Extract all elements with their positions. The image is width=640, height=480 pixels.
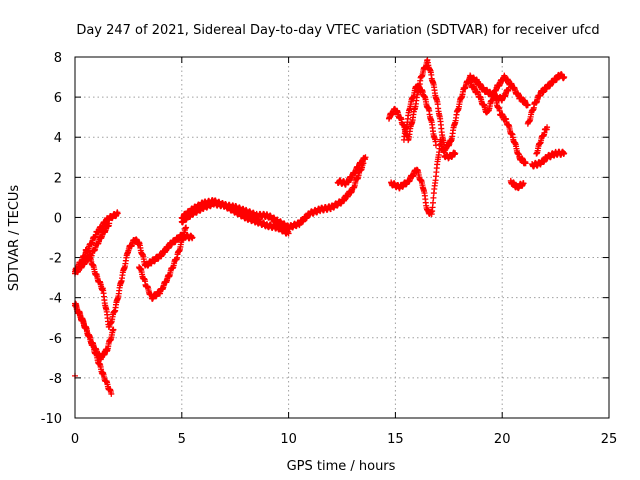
y-tick-label: 2 bbox=[54, 171, 62, 186]
data-point bbox=[114, 210, 121, 217]
x-tick-label: 10 bbox=[280, 432, 297, 447]
data-point bbox=[110, 326, 117, 333]
data-points bbox=[72, 56, 568, 397]
data-point bbox=[561, 74, 568, 81]
y-axis-label: SDTVAR / TECUs bbox=[7, 185, 22, 292]
y-tick-label: -2 bbox=[49, 252, 62, 267]
y-tick-label: -4 bbox=[49, 292, 62, 307]
x-tick-label: 25 bbox=[601, 432, 618, 447]
y-tick-label: 6 bbox=[54, 91, 62, 106]
y-tick-label: -6 bbox=[49, 332, 62, 347]
y-tick-labels: -10 -8 -6 -4 -2 0 2 4 6 8 bbox=[41, 51, 62, 427]
data-point bbox=[285, 230, 292, 237]
data-point bbox=[544, 124, 551, 131]
data-point bbox=[524, 102, 531, 109]
plot-frame bbox=[74, 56, 610, 419]
x-axis-label: GPS time / hours bbox=[287, 459, 396, 474]
data-point bbox=[505, 86, 512, 93]
x-tick-label: 15 bbox=[387, 432, 404, 447]
data-point bbox=[452, 150, 459, 157]
data-point bbox=[522, 160, 529, 167]
y-tick-label: 4 bbox=[54, 131, 62, 146]
data-point bbox=[183, 224, 190, 231]
y-tick-label: -8 bbox=[49, 372, 62, 387]
data-point bbox=[561, 150, 568, 157]
x-tick-label: 5 bbox=[178, 432, 186, 447]
chart-title: Day 247 of 2021, Sidereal Day-to-day VTE… bbox=[76, 23, 599, 38]
data-point bbox=[520, 180, 527, 187]
x-tick-label: 20 bbox=[494, 432, 511, 447]
y-tick-label: -10 bbox=[41, 412, 62, 427]
grid bbox=[75, 57, 609, 418]
data-point bbox=[108, 390, 115, 397]
data-point bbox=[189, 234, 196, 241]
x-tick-label: 0 bbox=[71, 432, 79, 447]
y-tick-label: 0 bbox=[54, 211, 62, 226]
data-point bbox=[432, 142, 439, 149]
data-point bbox=[106, 220, 113, 227]
y-tick-label: 8 bbox=[54, 51, 62, 66]
x-tick-labels: 0 5 10 15 20 25 bbox=[71, 432, 617, 447]
data-point bbox=[362, 154, 369, 161]
